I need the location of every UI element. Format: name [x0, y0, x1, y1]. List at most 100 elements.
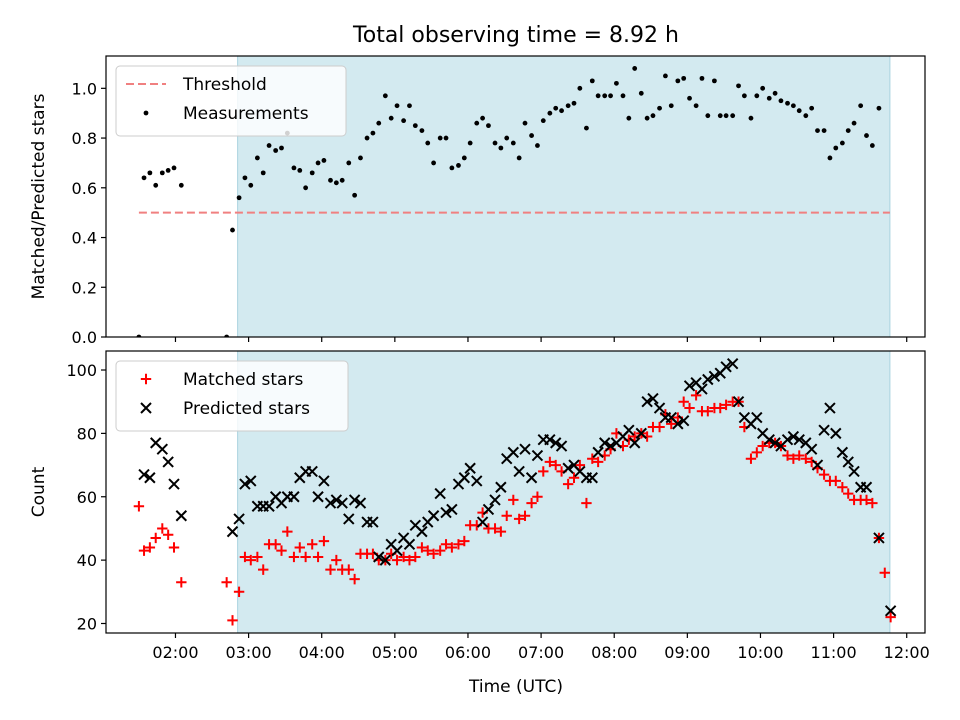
top-panel: 0.0 0.2 0.4 0.6 0.8 1.0 Matched/Predicted star…: [29, 55, 926, 347]
data-point: [532, 491, 543, 502]
data-point: [547, 110, 553, 116]
data-point: [141, 175, 147, 181]
x-tick-label: 09:00: [664, 643, 710, 662]
data-point: [794, 450, 805, 461]
data-point: [608, 93, 613, 99]
data-point: [720, 361, 732, 373]
x-tick-label: 03:00: [226, 643, 272, 662]
data-point: [321, 158, 327, 163]
data-point: [516, 155, 522, 161]
data-point: [489, 523, 501, 534]
data-point: [571, 100, 577, 106]
data-point: [434, 545, 446, 556]
y-tick-label: 1.0: [72, 79, 97, 98]
data-point: [879, 567, 890, 578]
data-point: [604, 440, 617, 452]
data-point: [227, 615, 238, 626]
data-point: [437, 135, 443, 141]
data-point: [675, 78, 681, 84]
data-point: [592, 456, 604, 468]
data-point: [851, 120, 857, 126]
data-point: [288, 491, 300, 503]
data-point: [279, 145, 284, 151]
data-point: [705, 113, 711, 119]
data-point: [440, 506, 452, 519]
data-point: [266, 143, 272, 148]
data-point: [837, 482, 848, 493]
data-point: [376, 120, 382, 126]
data-point: [550, 437, 562, 449]
data-point: [562, 478, 574, 490]
data-point: [683, 380, 696, 392]
data-point: [352, 192, 358, 198]
data-point: [858, 103, 864, 109]
data-point: [788, 453, 799, 464]
x-tick-label: 04:00: [299, 643, 345, 662]
data-point: [869, 143, 875, 148]
data-point: [233, 513, 245, 525]
data-point: [577, 85, 583, 91]
legend-label: Measurements: [183, 104, 309, 124]
data-point: [346, 160, 352, 166]
data-point: [614, 80, 619, 86]
data-point: [531, 449, 544, 462]
data-point: [294, 542, 305, 553]
data-point: [446, 503, 458, 516]
data-point: [239, 478, 251, 490]
data-point: [370, 130, 376, 136]
data-point: [757, 440, 768, 452]
data-point: [529, 133, 534, 138]
data-point: [245, 475, 257, 487]
data-point: [830, 427, 842, 440]
data-point: [745, 453, 757, 464]
y-tick-label: 0.4: [72, 229, 97, 248]
data-point: [379, 554, 392, 566]
data-point: [354, 497, 367, 509]
data-point: [339, 177, 345, 183]
data-point: [233, 586, 245, 598]
data-point: [459, 535, 470, 547]
data-point: [723, 113, 729, 119]
data-point: [717, 113, 723, 119]
data-point: [270, 539, 281, 550]
data-point: [848, 465, 860, 478]
data-point: [258, 564, 269, 575]
data-point: [741, 93, 747, 99]
data-point: [230, 227, 235, 233]
data-point: [367, 516, 379, 528]
data-point: [821, 128, 827, 134]
data-point: [769, 437, 781, 449]
data-point: [138, 468, 150, 481]
data-point: [843, 488, 854, 499]
data-point: [876, 105, 882, 111]
data-point: [751, 447, 763, 458]
data-point: [623, 424, 635, 436]
data-point: [162, 529, 174, 540]
data-point: [715, 402, 726, 414]
data-point: [300, 551, 311, 563]
data-point: [480, 115, 485, 121]
data-point: [291, 165, 297, 171]
data-point: [818, 469, 830, 480]
data-point: [425, 140, 431, 146]
data-point: [513, 465, 525, 478]
data-point: [349, 573, 360, 585]
data-point: [416, 542, 428, 553]
data-point: [336, 497, 348, 509]
data-point: [513, 513, 525, 525]
data-point: [796, 108, 802, 114]
y-axis-label: Count: [29, 466, 49, 517]
y-tick-label: 80: [77, 424, 97, 443]
data-point: [763, 434, 775, 446]
data-point: [803, 113, 809, 119]
y-tick-label: 0.8: [72, 129, 97, 148]
data-point: [751, 411, 763, 424]
data-point: [638, 90, 644, 96]
data-point: [471, 475, 483, 487]
data-point: [382, 93, 388, 99]
legend-box: [115, 360, 349, 432]
data-point: [620, 93, 626, 99]
data-point: [419, 128, 425, 134]
legend-label: Predicted stars: [183, 399, 310, 419]
data-point: [391, 544, 403, 557]
